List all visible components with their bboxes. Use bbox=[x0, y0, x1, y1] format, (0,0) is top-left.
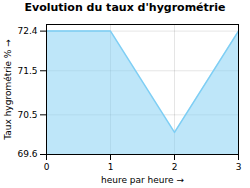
svg-text:71.5: 71.5 bbox=[17, 66, 37, 76]
svg-text:1: 1 bbox=[108, 162, 114, 172]
svg-text:2: 2 bbox=[172, 162, 178, 172]
html-text:Evolution du taux d'hygrométri: Evolution du taux d'hygrométrie bbox=[24, 1, 226, 14]
svg-text:heure par heure →: heure par heure → bbox=[101, 175, 184, 185]
svg-text:70.5: 70.5 bbox=[17, 110, 37, 120]
svg-text:69.6: 69.6 bbox=[17, 149, 37, 159]
svg-text:Taux hygrométrie % →: Taux hygrométrie % → bbox=[3, 39, 13, 141]
svg-text:0: 0 bbox=[44, 162, 50, 172]
svg-text:3: 3 bbox=[236, 162, 242, 172]
svg-text:72.4: 72.4 bbox=[17, 26, 37, 36]
